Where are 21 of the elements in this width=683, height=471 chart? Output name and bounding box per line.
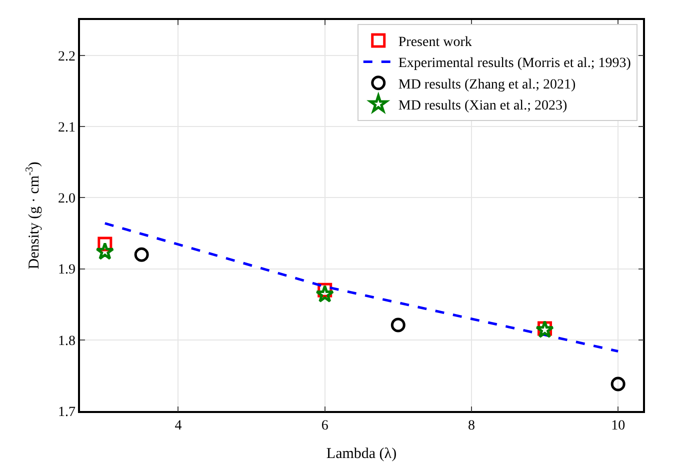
y-tick-label: 1.8 bbox=[58, 334, 76, 349]
y-tick-label: 1.7 bbox=[58, 404, 76, 420]
legend-label: MD results (Xian et al.; 2023) bbox=[398, 98, 568, 114]
point bbox=[390, 318, 406, 332]
legend-label: MD results (Zhang et al.; 2021) bbox=[398, 77, 576, 92]
legend-label: Experimental results (Morris et al.; 1993) bbox=[398, 56, 632, 72]
x-tick-label: 8 bbox=[468, 418, 475, 434]
y-tick-label: 2.0 bbox=[58, 192, 76, 207]
x-tick-label: 4 bbox=[174, 418, 182, 434]
x-tick-label: 6 bbox=[321, 418, 328, 434]
point bbox=[610, 376, 626, 392]
point bbox=[96, 242, 114, 260]
y-tick-label: 2.1 bbox=[58, 120, 76, 136]
point bbox=[316, 284, 334, 302]
y-tick-label: 1.9 bbox=[58, 262, 76, 278]
x-axis-title: Lambda (λ) bbox=[326, 446, 397, 462]
legend-label: Present work bbox=[398, 34, 472, 50]
line-series bbox=[104, 222, 620, 353]
x-tick-label: 10 bbox=[611, 418, 626, 434]
point bbox=[134, 247, 149, 262]
y-tick-label: 2.2 bbox=[58, 49, 76, 64]
